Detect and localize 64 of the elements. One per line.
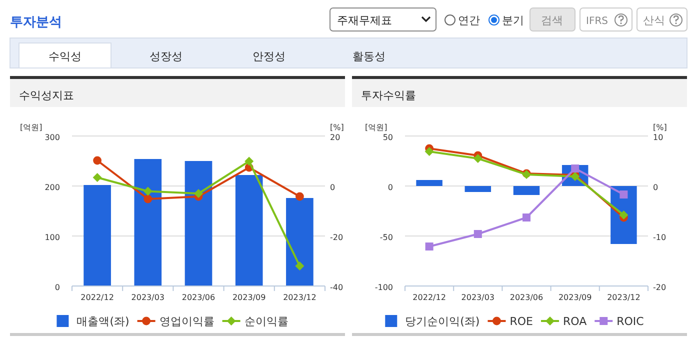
point (296, 192, 304, 201)
point (620, 190, 628, 198)
bar (416, 180, 442, 186)
x-tick-label: 2023/12 (283, 293, 316, 302)
legend-label: 순이익률 (244, 315, 288, 328)
point (425, 242, 434, 250)
point (92, 173, 102, 182)
point (571, 164, 580, 172)
legend-label: 매출액(좌) (76, 315, 130, 328)
x-tick-label: 2023/09 (558, 293, 592, 302)
bar (464, 186, 492, 192)
legend-label: 영업이익률 (159, 315, 214, 328)
y2-tick-label: -40 (330, 283, 344, 292)
bar (184, 161, 212, 286)
y-tick-label: -50 (380, 233, 393, 242)
x-tick-label: 2023/03 (461, 293, 495, 302)
bar (286, 198, 314, 286)
legend-label: ROA (562, 315, 588, 328)
bar (134, 159, 162, 286)
y-tick-label: 50 (382, 133, 393, 142)
point (295, 262, 304, 270)
point (244, 156, 254, 166)
bar (84, 185, 111, 286)
y2-tick-label: 10 (653, 133, 664, 142)
x-tick-label: 2023/09 (232, 293, 266, 302)
x-tick-label: 2022/12 (80, 293, 114, 302)
y-tick-label: 0 (388, 183, 393, 192)
bar (513, 186, 540, 195)
point (619, 210, 628, 220)
point (144, 194, 152, 204)
chart-title: 투자수익률 (361, 89, 416, 102)
y2-tick-label: -20 (653, 283, 666, 292)
point (474, 230, 482, 238)
x-tick-label: 2023/06 (182, 293, 216, 302)
y2-tick-label: -20 (330, 233, 344, 242)
y-tick-label: 300 (44, 133, 60, 142)
x-tick-label: 2023/12 (607, 293, 640, 302)
y2-tick-label: 0 (330, 183, 336, 192)
x-tick-label: 2023/06 (510, 293, 544, 302)
legend-label: 당기순이익(좌) (405, 315, 480, 328)
point (194, 189, 203, 198)
legend-label: ROE (510, 315, 534, 328)
y-tick-label: 0 (54, 283, 60, 292)
bar (235, 175, 263, 286)
point (424, 147, 434, 156)
y2-axis-title: [%] (653, 123, 667, 132)
point (93, 156, 102, 165)
x-tick-label: 2023/03 (131, 293, 165, 302)
chart-title: 수익성지표 (19, 89, 74, 102)
y2-tick-label: -10 (653, 233, 666, 242)
y-tick-label: 200 (44, 183, 60, 192)
point (522, 214, 530, 222)
y-tick-label: -100 (374, 283, 393, 292)
point (143, 186, 152, 196)
y-axis-title: [억원] (20, 123, 42, 132)
x-tick-label: 2022/12 (412, 293, 446, 302)
y-axis-title: [억원] (365, 123, 388, 132)
y2-tick-label: 0 (653, 183, 658, 192)
y2-tick-label: 20 (330, 133, 340, 142)
header: 투자분석 주재무제표 연간 분기 검색 IFRS 산식 수익성 성장성 안정성 활동성 (10, 8, 688, 68)
y2-axis-title: [%] (330, 123, 344, 132)
point (473, 154, 482, 163)
legend-label: ROIC (616, 315, 644, 328)
y-tick-label: 100 (44, 233, 60, 242)
